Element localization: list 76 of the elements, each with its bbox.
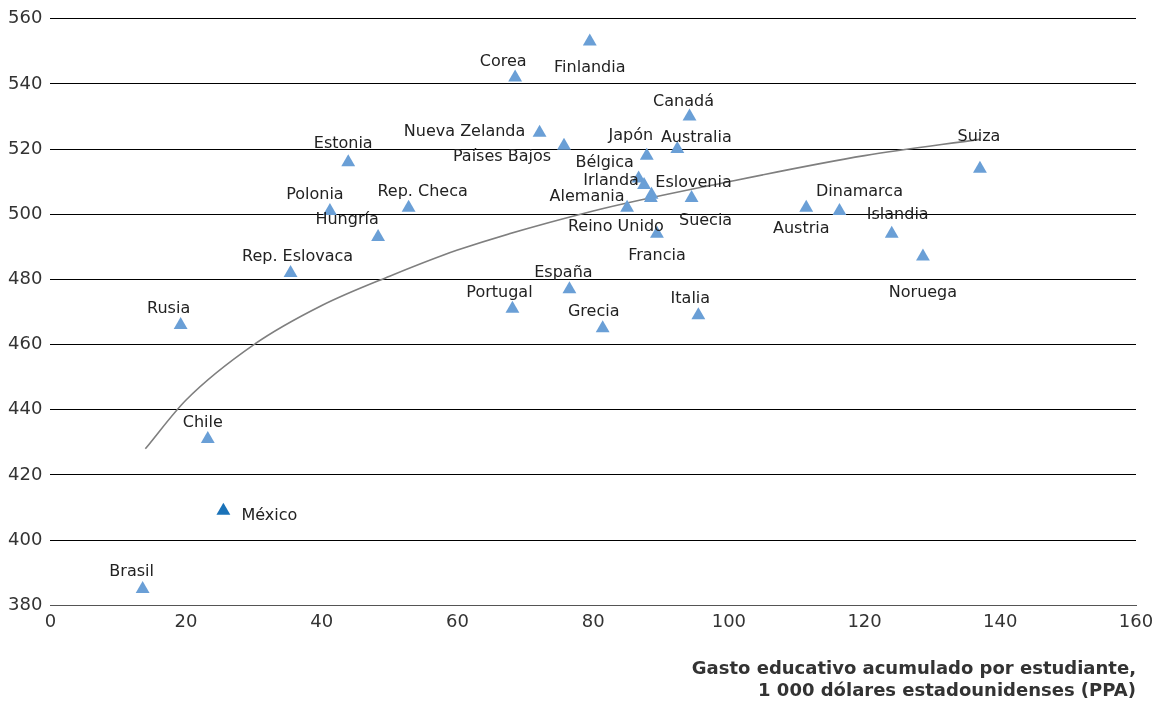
annotation: México [241,504,298,524]
annotation: Portugal [466,281,533,301]
annotation: Bélgica [575,151,634,171]
point [682,108,697,121]
annotation: Reino Unido [567,216,664,236]
annotation: Finlandia [554,56,626,76]
annotation: Noruega [888,281,958,301]
annotation: Polonia [286,184,344,204]
point [884,225,899,238]
x-tick-label: 20 [174,609,198,631]
point [283,264,298,277]
point [562,281,577,294]
point [505,300,520,313]
y-tick-label: 540 [8,71,43,93]
x-tick-label: 100 [711,609,747,631]
point [173,317,188,330]
x-tick-label: 140 [983,609,1018,631]
point [371,229,386,242]
annotation: Australia [660,127,732,147]
x-tick-label: 60 [446,609,469,631]
point [135,580,150,593]
annotation: Japón [607,124,654,144]
annotation: Suecia [678,210,733,230]
annotation: Rusia [147,298,191,318]
x-axis-title: Gasto educativo acumulado por estudiante, 1 000 dólares estadounidenses (PPA) [691,657,1136,700]
point [557,137,571,150]
y-tick-label: 420 [8,462,43,484]
point [582,33,597,46]
point [216,502,231,515]
annotation: Países Bajos [452,146,552,166]
annotation: España [534,262,593,282]
x-tick-label: 120 [847,609,882,631]
y-tick-label: 560 [8,6,43,28]
annotation: Estonia [313,133,373,153]
point [691,307,706,320]
x-tick-label: 80 [581,609,605,631]
point [684,189,699,202]
point [799,199,814,212]
point [832,203,847,216]
point [508,69,523,82]
annotation: Austria [772,217,830,237]
y-tick-label: 440 [8,397,43,419]
y-tick-label: 520 [8,136,43,158]
y-tick-label: 480 [8,267,43,289]
point [670,141,685,154]
point [401,199,416,212]
point [341,154,356,167]
y-tick-label: 500 [8,201,43,223]
point [200,431,215,444]
point [532,124,547,137]
x-tick-label: 160 [1118,609,1154,631]
point [637,176,651,189]
point [639,147,654,160]
y-tick-label: 380 [8,592,43,614]
annotation: Francia [628,244,686,264]
annotation: Corea [479,50,527,70]
annotation: Rep. Eslovaca [241,246,354,266]
annotation: Nueva Zelanda [403,120,526,140]
annotation: Dinamarca [816,181,903,201]
y-tick-label: 460 [8,332,43,354]
annotation: Italia [670,288,711,308]
annotation: Chile [182,412,223,432]
point [595,320,610,333]
point [916,248,930,261]
annotation: Canadá [653,90,714,110]
x-tick-label: 0 [44,609,57,631]
annotation: Brasil [109,561,154,581]
annotation: Rep. Checa [377,180,468,200]
point [620,199,635,212]
annotation: Grecia [567,301,620,321]
y-tick-label: 400 [8,527,43,549]
point [973,160,987,173]
annotation: Eslovenia [655,171,732,191]
annotation: Suiza [957,125,1001,145]
x-tick-label: 40 [310,609,334,631]
annotation: Hungría [315,209,379,229]
